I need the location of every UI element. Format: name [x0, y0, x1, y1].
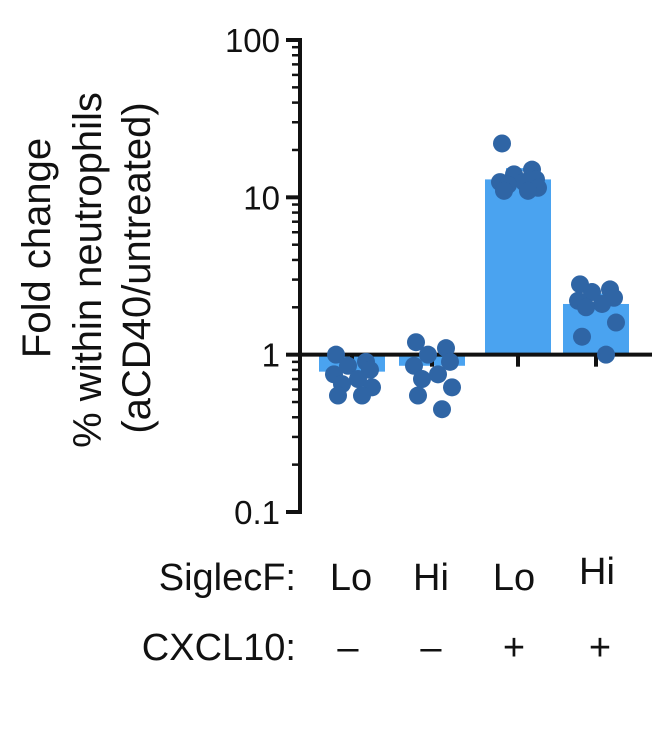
y-tick-label-2: 10 — [243, 179, 280, 216]
cxcl10-label-1: – — [337, 627, 359, 669]
y-tick-label-4: 0.1 — [234, 494, 280, 531]
row-label-siglecf: SiglecF: — [159, 557, 296, 599]
y-axis-title-line-3: (aCD40/untreated) — [115, 102, 159, 433]
data-point-1-3 — [339, 356, 357, 375]
data-point-2-2 — [437, 339, 455, 358]
siglecf-label-1: Lo — [330, 557, 372, 599]
data-point-1-9 — [329, 386, 347, 405]
data-point-1-6 — [349, 370, 367, 389]
data-point-2-4 — [441, 352, 459, 371]
data-point-2-7 — [413, 370, 431, 389]
data-point-3-9 — [495, 181, 513, 200]
y-tick-label-1: 100 — [225, 22, 280, 59]
data-point-2-1 — [407, 333, 425, 352]
y-axis-title-line-2: % within neutrophils — [66, 92, 110, 448]
data-point-1-1 — [327, 345, 345, 364]
data-point-2-6 — [429, 365, 447, 384]
data-point-4-9 — [573, 327, 591, 346]
cxcl10-label-2: – — [420, 627, 442, 669]
data-point-4-8 — [607, 313, 625, 332]
siglecf-label-3: Lo — [493, 557, 535, 599]
data-point-2-8 — [443, 378, 461, 397]
condition-labels: SiglecF: CXCL10: Lo Hi Lo Hi – – + + — [142, 551, 615, 669]
cxcl10-label-3: + — [503, 627, 525, 669]
data-point-2-5 — [405, 356, 423, 375]
row-label-cxcl10: CXCL10: — [142, 627, 296, 669]
data-point-3-10 — [519, 181, 537, 200]
data-points — [325, 134, 625, 419]
data-point-4-7 — [577, 298, 595, 317]
y-axis-title: Fold change % within neutrophils (aCD40/… — [15, 92, 159, 448]
siglecf-label-2: Hi — [413, 557, 449, 599]
bar-3 — [485, 179, 551, 355]
data-point-3-1 — [493, 134, 511, 153]
data-point-2-10 — [433, 400, 451, 419]
y-tick-labels: 100 10 1 0.1 — [225, 22, 280, 531]
axes — [286, 38, 652, 514]
siglecf-label-4: Hi — [579, 551, 615, 593]
data-point-2-9 — [409, 386, 427, 405]
data-point-2-3 — [419, 345, 437, 364]
data-point-4-10 — [597, 345, 615, 364]
data-point-4-6 — [593, 294, 611, 313]
cxcl10-label-4: + — [589, 627, 611, 669]
y-axis-title-line-1: Fold change — [15, 138, 59, 358]
y-tick-label-3: 1 — [262, 337, 280, 374]
data-point-4-3 — [583, 283, 601, 302]
data-point-1-10 — [353, 386, 371, 405]
